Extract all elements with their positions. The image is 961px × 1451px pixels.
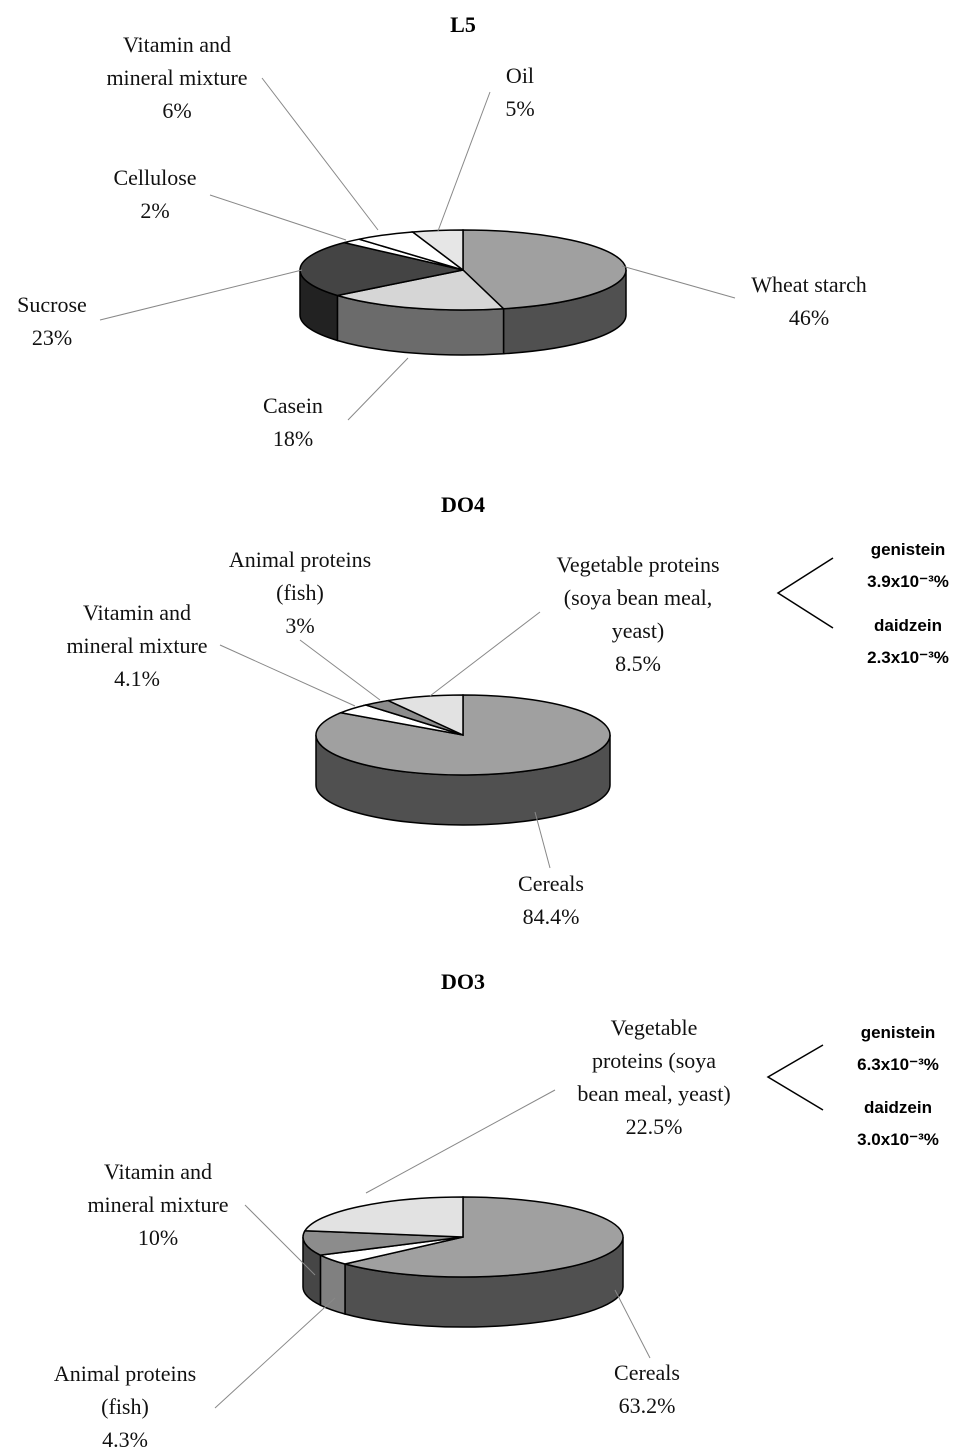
slice xyxy=(344,1196,624,1278)
leader-line xyxy=(299,639,381,701)
leader-line xyxy=(261,77,379,231)
category-name: Cellulose xyxy=(113,165,197,190)
slice xyxy=(462,229,627,310)
annotation-text: 3.9x10⁻³% xyxy=(867,572,949,591)
category-name: Oil xyxy=(505,63,535,88)
slice-label: Cereals 63.2% xyxy=(614,1356,680,1422)
slice-label: Oil 5% xyxy=(505,59,534,125)
category-name: Wheat starch xyxy=(751,272,867,297)
leader-line xyxy=(429,611,541,697)
leader-line xyxy=(209,194,347,241)
annotation-label: genistein xyxy=(870,540,946,559)
annotation-text: 2.3x10⁻³% xyxy=(867,648,949,667)
leader-line xyxy=(244,1204,316,1276)
value-label: 4.3% xyxy=(102,1427,148,1451)
category-name: Cereals xyxy=(518,871,584,896)
annotation: genistein 6.3x10⁻³% xyxy=(857,1017,939,1081)
leader-line xyxy=(214,1297,336,1409)
annotation-label: daidzein xyxy=(873,616,942,635)
annotation-label: genistein xyxy=(860,1023,936,1042)
leader-line xyxy=(534,811,551,869)
annotation: genistein 3.9x10⁻³% xyxy=(867,534,949,598)
value-label: 46% xyxy=(788,305,830,330)
chart-title: DO3 xyxy=(441,969,485,994)
leader-line xyxy=(99,269,303,321)
category-name: Vitamin and mineral mixture xyxy=(87,1159,229,1217)
value-label: 4.1% xyxy=(114,666,160,691)
annotation: daidzein 2.3x10⁻³% xyxy=(867,610,949,674)
value-label: 2% xyxy=(140,198,170,223)
leader-line xyxy=(614,1289,651,1359)
slice-label: Sucrose 23% xyxy=(17,288,87,354)
annotation-text: 6.3x10⁻³% xyxy=(857,1055,939,1074)
value-label: 18% xyxy=(272,426,314,451)
bracket xyxy=(776,557,834,629)
slice-label: Vegetable proteins (soya bean meal, yeas… xyxy=(577,1011,730,1143)
value-label: 3% xyxy=(285,613,315,638)
annotation: daidzein 3.0x10⁻³% xyxy=(857,1092,939,1156)
value-label: 63.2% xyxy=(618,1393,676,1418)
leader-line xyxy=(621,265,736,299)
annotation-text: 3.0x10⁻³% xyxy=(857,1130,939,1149)
value-label: 10% xyxy=(137,1225,179,1250)
value-label: 8.5% xyxy=(615,651,661,676)
slice-label: Casein 18% xyxy=(263,389,323,455)
value-label: 5% xyxy=(505,96,535,121)
slice xyxy=(299,241,464,297)
slice-label: Cereals 84.4% xyxy=(518,867,584,933)
annotation-label: daidzein xyxy=(863,1098,932,1117)
category-name: Sucrose xyxy=(17,292,87,317)
slice xyxy=(385,694,464,737)
leader-line xyxy=(219,644,356,707)
slice-label: Wheat starch 46% xyxy=(751,268,866,334)
leader-line xyxy=(365,1089,556,1194)
slice xyxy=(337,269,506,311)
category-name: Cereals xyxy=(614,1360,680,1385)
chart-title: L5 xyxy=(450,12,476,37)
slice-label: Animal proteins (fish) 4.3% xyxy=(54,1357,196,1451)
slice xyxy=(302,1229,464,1256)
category-name: Casein xyxy=(263,393,323,418)
category-name: Animal proteins (fish) xyxy=(228,547,372,605)
value-label: 22.5% xyxy=(625,1114,683,1139)
value-label: 23% xyxy=(31,325,73,350)
category-name: Vegetable proteins (soya bean meal, yeas… xyxy=(577,1015,731,1106)
slice-label: Vitamin and mineral mixture 10% xyxy=(87,1155,228,1254)
slice-side xyxy=(319,1253,346,1315)
value-label: 6% xyxy=(162,98,192,123)
category-name: Vitamin and mineral mixture xyxy=(106,32,248,90)
leader-line xyxy=(347,357,409,421)
slice-label: Cellulose 2% xyxy=(113,161,196,227)
chart-title: DO4 xyxy=(441,492,485,517)
category-name: Vegetable proteins (soya bean meal, yeas… xyxy=(556,552,720,643)
leader-line xyxy=(437,91,491,232)
slice-label: Animal proteins (fish) 3% xyxy=(229,543,371,642)
slice-label: Vitamin and mineral mixture 4.1% xyxy=(66,596,207,695)
slice-label: Vegetable proteins (soya bean meal, yeas… xyxy=(556,548,719,680)
slice xyxy=(303,1196,464,1238)
value-label: 84.4% xyxy=(522,904,580,929)
slice-label: Vitamin and mineral mixture 6% xyxy=(106,28,247,127)
category-name: Vitamin and mineral mixture xyxy=(66,600,208,658)
bracket xyxy=(766,1044,824,1111)
category-name: Animal proteins (fish) xyxy=(53,1361,197,1419)
slice xyxy=(410,229,464,272)
